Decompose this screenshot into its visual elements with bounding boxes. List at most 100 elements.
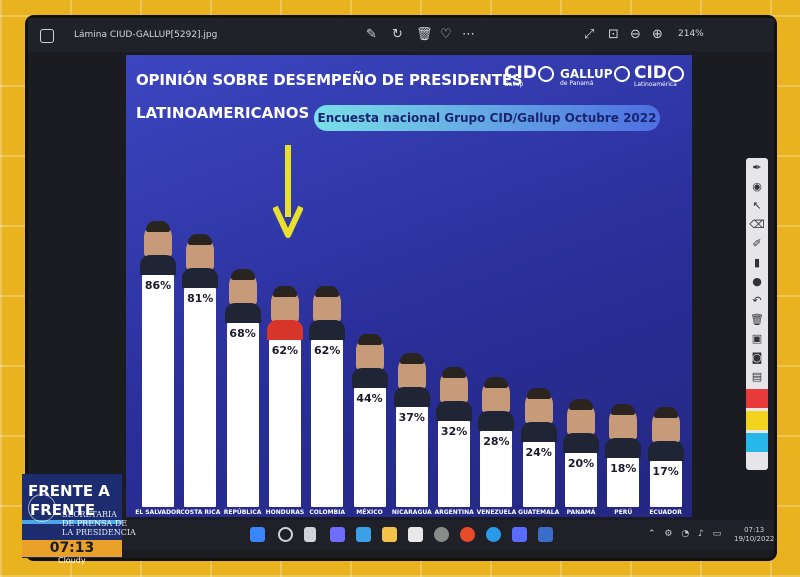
bar-chart: 86% EL SALVADOR 81% COSTA RICA 68% REPÚBLICA 6…	[126, 55, 692, 517]
logo-stripe	[22, 520, 122, 524]
bar-column: 17% ECUADOR	[647, 55, 684, 517]
bar	[438, 420, 471, 507]
president-portrait	[144, 220, 172, 257]
bar-value-label: 44%	[356, 392, 383, 406]
pointer-icon[interactable]: ↖	[752, 199, 762, 212]
pen-icon[interactable]: ✒	[752, 161, 762, 174]
bar-column: 20% PANAMÁ	[563, 55, 599, 517]
bar	[142, 274, 174, 507]
marker-icon[interactable]: ✐	[752, 237, 762, 250]
bar-column: 24% GUATEMALA	[518, 55, 559, 517]
broadcast-clock: 07:13	[22, 540, 122, 557]
undo-icon[interactable]: ↶	[752, 294, 762, 307]
start-icon[interactable]	[250, 527, 265, 542]
country-label: PERÚ	[614, 509, 633, 516]
highlighter-icon[interactable]: ▮	[753, 256, 761, 269]
store-icon[interactable]	[408, 527, 423, 542]
bar-value-label: 28%	[483, 435, 510, 449]
bar-value-label: 24%	[525, 446, 552, 460]
color-swatch-yellow[interactable]	[746, 411, 768, 430]
bar-column: 18% PERÚ	[605, 55, 642, 517]
bar	[480, 431, 513, 507]
president-portrait	[355, 334, 384, 371]
country-label: GUATEMALA	[518, 509, 560, 516]
screenshot-icon[interactable]: ▣	[751, 332, 763, 345]
bar-value-label: 68%	[229, 327, 256, 341]
bar-column: 81% COSTA RICA	[180, 55, 220, 517]
country-label: COLOMBIA	[309, 509, 345, 516]
task-view-icon[interactable]	[304, 527, 316, 542]
president-portrait	[524, 388, 553, 425]
fit-window-icon[interactable]: ⊡	[608, 27, 619, 42]
file-name: Lámina CIUD-GALLUP[5292].jpg	[74, 30, 218, 40]
country-label: EL SALVADOR	[135, 509, 181, 516]
president-portrait-body	[351, 368, 388, 389]
app-icon[interactable]	[434, 527, 449, 542]
survey-slide: OPINIÓN SOBRE DESEMPEÑO DE PRESIDENTES L…	[126, 55, 692, 517]
president-portrait-body	[140, 254, 176, 275]
clipboard-icon[interactable]: ▤	[751, 370, 763, 383]
bar-value-label: 20%	[567, 457, 595, 470]
president-portrait-body	[224, 303, 261, 324]
bar	[522, 442, 555, 507]
media-player-icon[interactable]	[460, 527, 475, 542]
gallup-panama-logo: GALLUP de Panamá	[560, 63, 630, 87]
president-portrait-body	[182, 268, 219, 289]
slide-title-line2: LATINOAMERICANOS	[136, 104, 310, 122]
bar	[226, 323, 259, 507]
bar	[268, 339, 301, 507]
delete-icon[interactable]: 🗑	[416, 27, 433, 42]
bar	[649, 461, 682, 507]
edit-icon[interactable]: ✎	[366, 27, 377, 42]
chat-icon[interactable]	[330, 527, 345, 542]
settings-icon[interactable]	[512, 527, 527, 542]
color-swatch-cyan[interactable]	[746, 433, 768, 452]
zoom-in-icon[interactable]: ⊕	[652, 27, 663, 42]
president-portrait	[228, 269, 257, 306]
president-portrait-body	[393, 387, 430, 408]
country-label: ARGENTINA	[434, 509, 474, 516]
bar-column: 44% MÉXICO	[351, 55, 388, 517]
annotation-toolbar: ✒ ◉ ↖ ⌫ ✐ ▮ ● ↶ 🗑 ▣ ◙ ▤	[746, 158, 768, 470]
dot-icon[interactable]: ●	[752, 275, 762, 288]
edge-icon[interactable]	[486, 527, 501, 542]
trash-icon[interactable]: 🗑	[750, 313, 764, 326]
bar-value-label: 18%	[610, 462, 637, 476]
bar-column: 28% VENEZUELA	[477, 55, 516, 517]
bar-column: 32% ARGENTINA	[434, 55, 474, 517]
president-portrait-body	[436, 400, 473, 421]
country-label: REPÚBLICA	[223, 509, 262, 516]
president-portrait-body	[478, 411, 515, 432]
widgets-icon[interactable]	[356, 527, 371, 542]
taskbar-clock[interactable]: 07:13 19/10/2022	[734, 526, 774, 544]
president-portrait	[186, 234, 215, 271]
taskbar-date: 19/10/2022	[734, 535, 775, 543]
president-portrait-body	[563, 433, 599, 453]
eye-icon[interactable]: ◉	[752, 180, 762, 193]
favorite-icon[interactable]: ♡	[440, 27, 452, 42]
president-portrait	[482, 377, 511, 414]
rotate-icon[interactable]: ↻	[392, 27, 403, 42]
weather-label: Cloudy	[58, 556, 86, 565]
fullscreen-icon[interactable]: ⤢	[584, 27, 595, 42]
bar	[607, 458, 640, 507]
bar-value-label: 32%	[440, 424, 468, 438]
president-portrait-body	[605, 438, 642, 459]
bar-value-label: 86%	[144, 278, 172, 292]
search-icon[interactable]	[278, 527, 293, 542]
system-tray[interactable]: ⌃ ⚙ ◔ ♪ ▭	[648, 529, 725, 539]
president-portrait-body	[266, 319, 303, 340]
color-swatch-red[interactable]	[746, 389, 768, 408]
highlight-arrow-icon	[273, 145, 303, 238]
zoom-out-icon[interactable]: ⊖	[630, 27, 641, 42]
file-explorer-icon[interactable]	[382, 527, 397, 542]
president-portrait	[397, 353, 426, 390]
photos-taskbar-icon[interactable]	[538, 527, 553, 542]
more-options-icon[interactable]: ⋯	[462, 27, 475, 42]
globe-icon	[613, 65, 630, 82]
bar	[395, 407, 428, 507]
slide-title-line1: OPINIÓN SOBRE DESEMPEÑO DE PRESIDENTES	[136, 71, 523, 89]
country-label: HONDURAS	[265, 509, 305, 516]
camera-icon[interactable]: ◙	[751, 351, 763, 364]
eraser-icon[interactable]: ⌫	[749, 218, 765, 231]
